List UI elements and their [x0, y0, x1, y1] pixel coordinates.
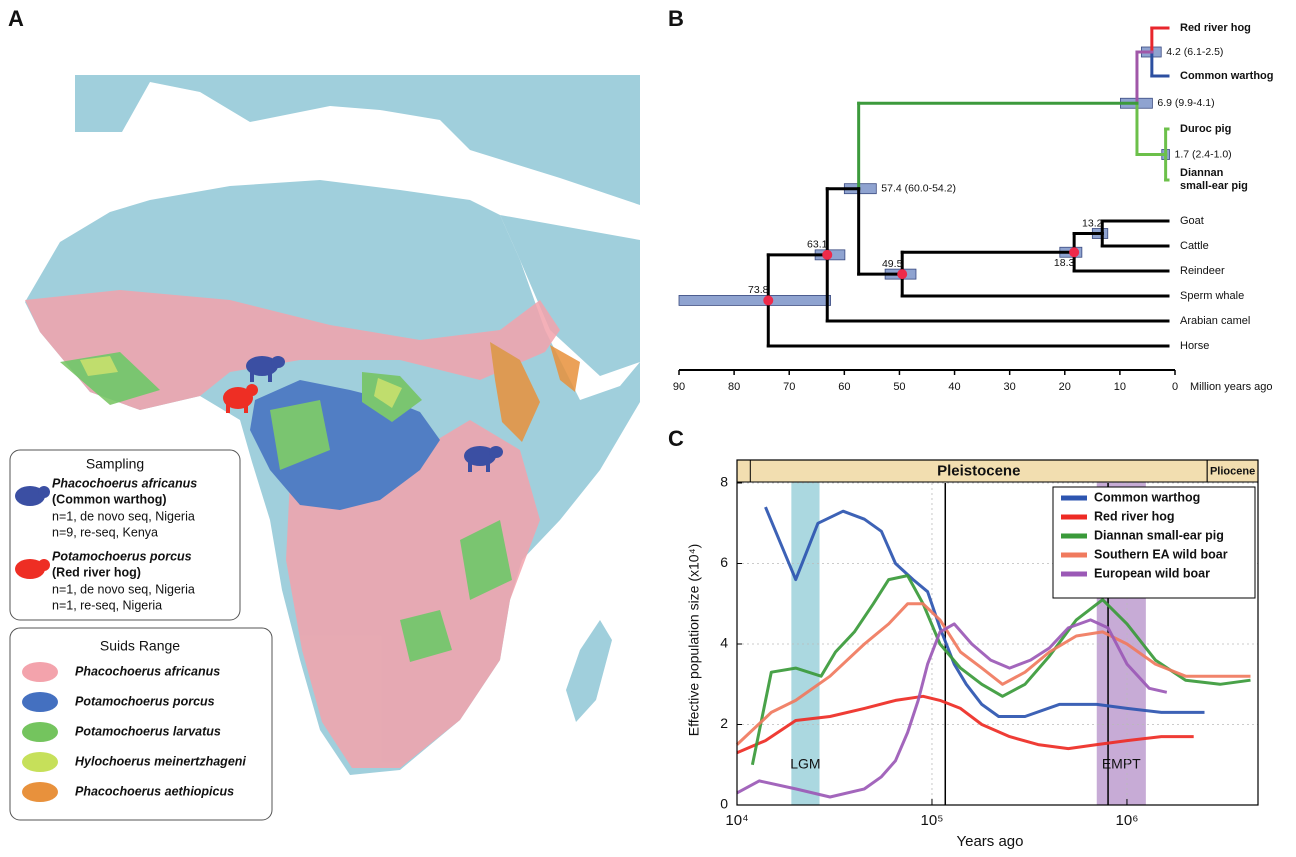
- leaf-label: small-ear pig: [1180, 180, 1248, 192]
- x-tick-label: 20: [1059, 381, 1071, 393]
- legend-species: Phacochoerus aethiopicus: [75, 784, 234, 798]
- x-tick-label: 0: [1172, 381, 1178, 393]
- x-axis-label: Years ago: [956, 833, 1023, 850]
- period-label: LGM: [790, 756, 820, 772]
- x-tick-label: 40: [948, 381, 960, 393]
- y-tick-label: 6: [720, 554, 728, 570]
- leaf-label: Goat: [1180, 215, 1204, 227]
- leaf-label: Red river hog: [1180, 22, 1251, 34]
- epoch-label: Pliocene: [1210, 465, 1255, 477]
- page: Suid figure html, body { margin: 0; padd…: [0, 0, 1296, 852]
- leaf-label: Duroc pig: [1180, 123, 1231, 135]
- legend-swatch: [22, 692, 58, 712]
- panel-letter: A: [8, 6, 24, 31]
- x-tick-label: 80: [728, 381, 740, 393]
- leaf-label: Common warthog: [1180, 70, 1274, 82]
- epoch-label: Pleistocene: [937, 462, 1020, 479]
- legend-species: Hylochoerus meinertzhageni: [75, 754, 246, 768]
- x-tick-label: 10⁴: [725, 812, 748, 829]
- legend-label: Common warthog: [1094, 490, 1200, 504]
- legend-species: Phacochoerus africanus: [52, 476, 197, 490]
- y-axis-label: Effective population size (x10⁴): [686, 544, 702, 737]
- ci-bars: [679, 47, 1169, 305]
- legend-swatch: [22, 722, 58, 742]
- x-tick-label: 50: [893, 381, 905, 393]
- legend-species: Potamochoerus larvatus: [75, 724, 221, 738]
- node-age-label: 6.9 (9.9-4.1): [1157, 97, 1214, 109]
- panel-letter: C: [668, 426, 684, 451]
- legend-label: Diannan small-ear pig: [1094, 528, 1224, 542]
- legend-common-name: (Common warthog): [52, 492, 167, 506]
- calibrations: [763, 52, 1165, 306]
- legend-species: Phacochoerus africanus: [75, 664, 220, 678]
- legend-swatch: [22, 782, 58, 802]
- legend-swatch: [22, 662, 58, 682]
- x-tick-label: 90: [673, 381, 685, 393]
- y-tick-label: 0: [720, 796, 728, 812]
- legend-title: Suids Range: [100, 638, 180, 654]
- leaf-label: Cattle: [1180, 240, 1209, 252]
- leaf-label: Arabian camel: [1180, 315, 1250, 327]
- legend-icon: [38, 486, 50, 498]
- x-tick-label: 30: [1004, 381, 1016, 393]
- node-age-label: 57.4 (60.0-54.2): [881, 182, 956, 194]
- branches: [768, 28, 1168, 346]
- legend-detail: n=1, de novo seq, Nigeria: [52, 509, 195, 523]
- legend-label: Red river hog: [1094, 509, 1175, 523]
- node-age-label: 18.3: [1054, 257, 1075, 269]
- legend-detail: n=9, re-seq, Kenya: [52, 525, 158, 539]
- legend-species: Potamochoerus porcus: [52, 549, 192, 563]
- land-madagascar: [566, 620, 612, 722]
- node-age-label: 63.1: [807, 239, 828, 251]
- x-tick-label: 10: [1114, 381, 1126, 393]
- x-tick-label: 70: [783, 381, 795, 393]
- y-tick-label: 4: [720, 635, 728, 651]
- node-age-label: 49.5: [882, 258, 903, 270]
- x-tick-label: 10⁵: [921, 812, 944, 829]
- legend-icon: [38, 559, 50, 571]
- calibration-point: [897, 269, 907, 279]
- calibration-point: [822, 250, 832, 260]
- legend-label: Southern EA wild boar: [1094, 547, 1228, 561]
- figure: A B C Sampling Suids Range Million years…: [0, 0, 1296, 852]
- node-age-label: 13.2: [1082, 217, 1103, 229]
- legend-title: Sampling: [86, 456, 144, 472]
- calibration-point: [763, 295, 773, 305]
- ci-bar: [679, 295, 831, 305]
- legend-species: Potamochoerus porcus: [75, 694, 215, 708]
- body: { "panel_a": { "label": "A", "sampling":…: [0, 0, 1296, 852]
- leaf-label: Diannan: [1180, 167, 1224, 179]
- legend-swatch: [22, 752, 58, 772]
- calibration-point: [1069, 247, 1079, 257]
- axis-label: Million years ago: [1190, 381, 1273, 393]
- x-tick-label: 60: [838, 381, 850, 393]
- node-age-label: 73.8: [748, 284, 769, 296]
- x-tick-label: 10⁶: [1116, 812, 1139, 829]
- legend-detail: n=1, de novo seq, Nigeria: [52, 582, 195, 596]
- node-age-label: 4.2 (6.1-2.5): [1166, 46, 1223, 58]
- y-tick-label: 2: [720, 715, 728, 731]
- legend-label: European wild boar: [1094, 566, 1210, 580]
- leaf-label: Reindeer: [1180, 265, 1225, 277]
- legend-common-name: (Red river hog): [52, 565, 141, 579]
- leaf-label: Horse: [1180, 340, 1209, 352]
- leaf-label: Sperm whale: [1180, 290, 1244, 302]
- node-age-label: 1.7 (2.4-1.0): [1174, 148, 1231, 160]
- legend-detail: n=1, re-seq, Nigeria: [52, 598, 162, 612]
- y-tick-label: 8: [720, 474, 728, 490]
- panel-letter: B: [668, 6, 684, 31]
